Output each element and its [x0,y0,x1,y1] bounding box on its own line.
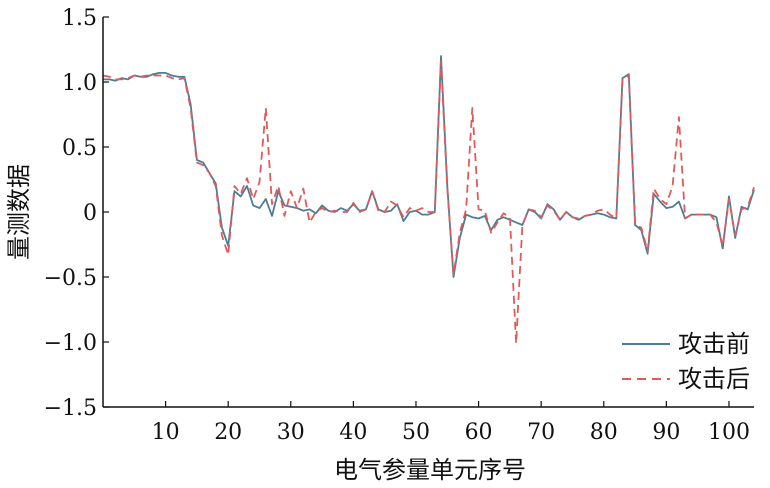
x-tick-label: 40 [339,420,367,445]
legend-label-before: 攻击前 [678,330,750,358]
x-tick-label: 90 [652,420,680,445]
legend: 攻击前 攻击后 [622,330,750,393]
y-tick-label: −0.5 [44,266,97,291]
y-tick-label: −1.0 [44,331,97,356]
legend-label-after: 攻击后 [678,365,750,393]
series-line-before [103,55,755,278]
series-lines [102,55,755,345]
x-tick-label: 20 [214,420,242,445]
axes [102,16,754,408]
x-tick-label: 30 [277,420,305,445]
series-line-after [102,60,755,345]
x-tick-label: 80 [590,420,618,445]
x-tick-label: 10 [152,420,180,445]
y-tick-label: 0.5 [62,136,97,161]
y-tick-label: 1.0 [62,71,97,96]
x-tick-label: 100 [708,420,750,445]
x-tick-label: 50 [402,420,430,445]
y-tick-label: 0 [83,201,97,226]
x-tick-label: 60 [465,420,493,445]
x-tick-label: 70 [527,420,555,445]
x-axis-title: 电气参量单元序号 [334,456,526,484]
y-tick-label: 1.5 [62,6,97,31]
tick-labels: −1.5 −1.0 −0.5 0 0.5 1.0 1.5 10 20 30 40 50 60 70 80 90… [44,6,750,445]
y-axis-title: 量测数据 [5,164,33,260]
y-tick-label: −1.5 [44,396,97,421]
